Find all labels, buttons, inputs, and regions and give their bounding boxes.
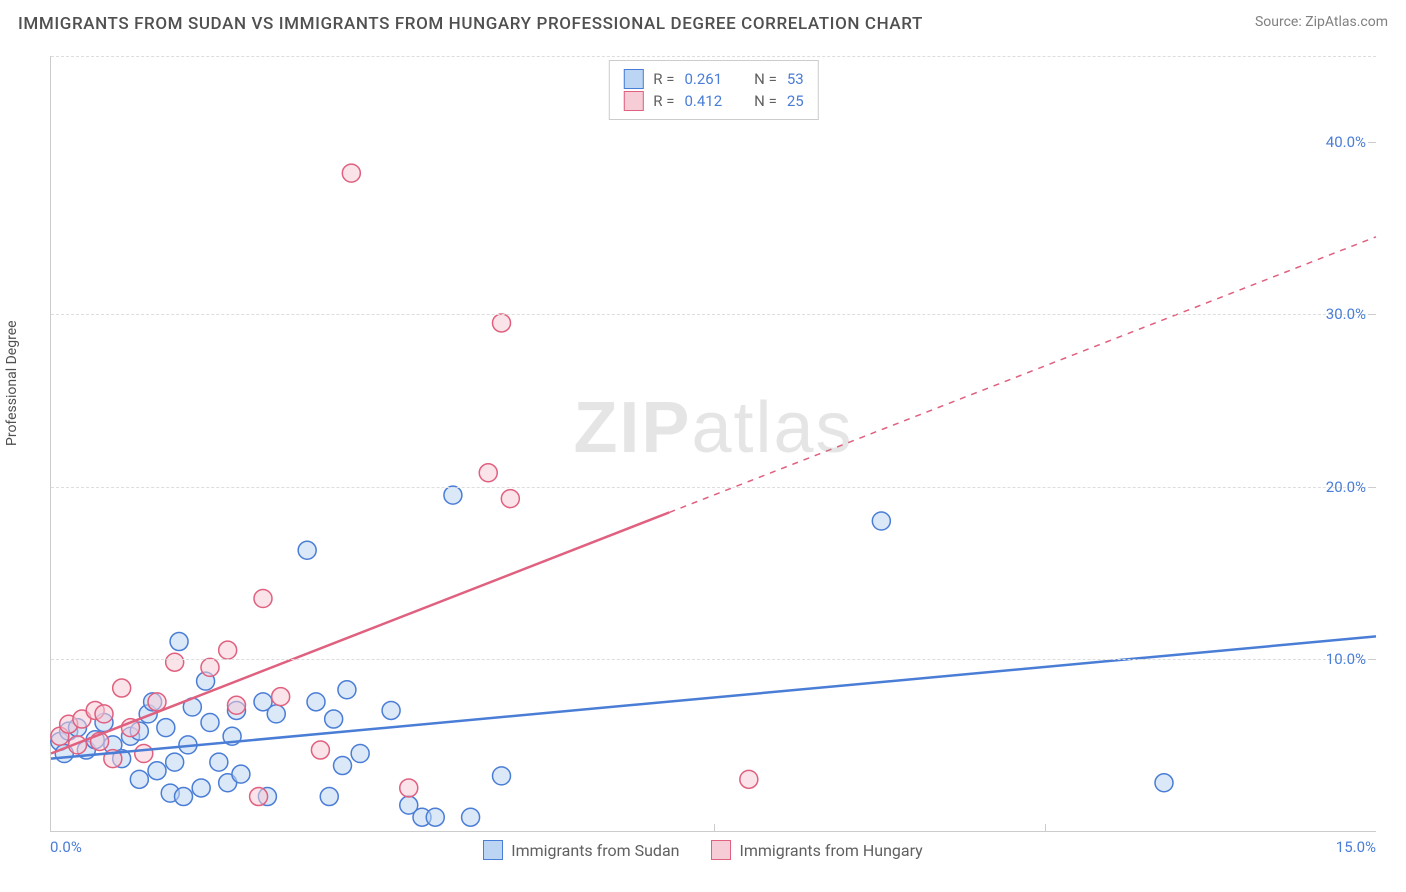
scatter-point-sudan — [130, 770, 148, 788]
legend-label: Immigrants from Sudan — [511, 841, 679, 860]
stats-row: R = 0.261 N = 53 — [623, 69, 803, 89]
scatter-point-sudan — [210, 753, 228, 771]
scatter-point-hungary — [113, 679, 131, 697]
plot-area: ZIPatlas R = 0.261N = 53R = 0.412N = 25 … — [50, 56, 1376, 832]
scatter-point-sudan — [382, 701, 400, 719]
scatter-point-hungary — [740, 770, 758, 788]
r-value: 0.412 — [684, 92, 722, 110]
scatter-point-hungary — [219, 641, 237, 659]
scatter-point-hungary — [311, 741, 329, 759]
y-tick-label: 20.0% — [1326, 478, 1366, 496]
stats-row: R = 0.412 N = 25 — [623, 91, 803, 111]
scatter-point-sudan — [493, 767, 511, 785]
scatter-point-hungary — [400, 779, 418, 797]
r-label: R = — [653, 92, 674, 110]
gridline — [51, 659, 1376, 660]
scatter-point-sudan — [325, 710, 343, 728]
n-value: 53 — [787, 70, 804, 88]
gridline — [51, 314, 1376, 315]
scatter-point-hungary — [166, 653, 184, 671]
scatter-point-hungary — [493, 314, 511, 332]
gridline — [51, 56, 1376, 57]
scatter-point-sudan — [334, 757, 352, 775]
r-value: 0.261 — [684, 70, 722, 88]
legend-swatch — [623, 91, 643, 111]
chart-title: IMMIGRANTS FROM SUDAN VS IMMIGRANTS FROM… — [18, 14, 923, 34]
scatter-point-sudan — [298, 541, 316, 559]
n-label: N = — [754, 92, 777, 110]
legend-swatch — [711, 840, 731, 860]
legend-label: Immigrants from Hungary — [739, 841, 922, 860]
scatter-point-sudan — [426, 808, 444, 826]
scatter-point-sudan — [148, 762, 166, 780]
scatter-point-hungary — [342, 164, 360, 182]
scatter-point-hungary — [479, 464, 497, 482]
scatter-point-sudan — [192, 779, 210, 797]
gridline — [51, 487, 1376, 488]
legend-item: Immigrants from Hungary — [711, 840, 922, 860]
y-tick-label: 10.0% — [1326, 650, 1366, 668]
legend-swatch — [483, 840, 503, 860]
r-label: R = — [653, 70, 674, 88]
scatter-point-sudan — [1155, 774, 1173, 792]
legend-item: Immigrants from Sudan — [483, 840, 679, 860]
legend-swatch — [623, 69, 643, 89]
stats-legend-box: R = 0.261 N = 53 R = 0.412 N = 25 — [608, 60, 818, 120]
y-axis-label: Professional Degree — [4, 320, 20, 446]
y-tick-label: 30.0% — [1326, 305, 1366, 323]
trend-line-hungary-solid — [51, 512, 669, 753]
scatter-point-sudan — [320, 788, 338, 806]
n-value: 25 — [787, 92, 804, 110]
scatter-point-sudan — [267, 705, 285, 723]
scatter-point-hungary — [250, 788, 268, 806]
trend-line-sudan — [51, 636, 1376, 758]
scatter-point-sudan — [175, 788, 193, 806]
scatter-point-hungary — [228, 696, 246, 714]
scatter-point-hungary — [501, 490, 519, 508]
bottom-legend: Immigrants from Sudan Immigrants from Hun… — [0, 840, 1406, 860]
scatter-point-sudan — [444, 486, 462, 504]
scatter-point-sudan — [338, 681, 356, 699]
scatter-point-hungary — [135, 745, 153, 763]
trend-line-hungary-dashed — [669, 237, 1376, 513]
scatter-point-sudan — [166, 753, 184, 771]
scatter-point-sudan — [170, 633, 188, 651]
scatter-point-sudan — [157, 719, 175, 737]
scatter-point-hungary — [148, 693, 166, 711]
scatter-point-sudan — [307, 693, 325, 711]
scatter-point-sudan — [872, 512, 890, 530]
n-label: N = — [754, 70, 777, 88]
scatter-point-sudan — [201, 714, 219, 732]
scatter-point-sudan — [232, 765, 250, 783]
scatter-point-hungary — [254, 590, 272, 608]
scatter-point-hungary — [272, 688, 290, 706]
scatter-point-sudan — [462, 808, 480, 826]
scatter-point-sudan — [351, 745, 369, 763]
scatter-point-hungary — [95, 705, 113, 723]
source-label: Source: ZipAtlas.com — [1255, 14, 1388, 30]
chart-svg — [51, 56, 1376, 831]
y-tick-label: 40.0% — [1326, 133, 1366, 151]
scatter-point-hungary — [201, 658, 219, 676]
